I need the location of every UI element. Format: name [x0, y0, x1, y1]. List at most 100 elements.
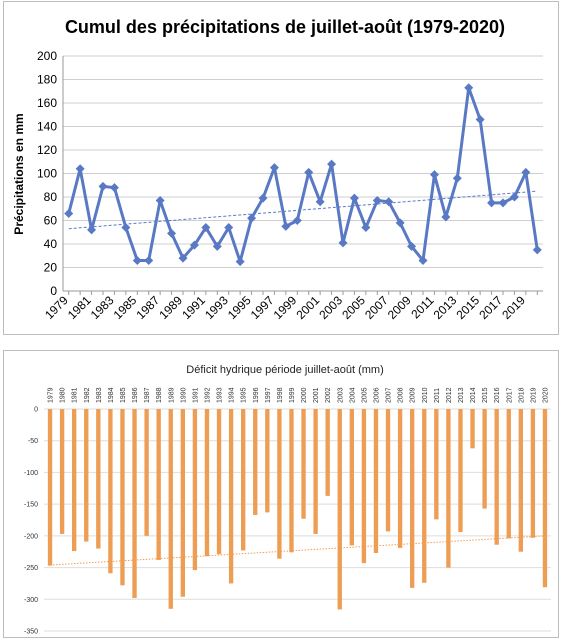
y-axis-label: Précipitations en mm: [12, 113, 26, 234]
bar: [132, 409, 137, 599]
bar: [96, 409, 101, 549]
chart-title: Cumul des précipitations de juillet-août…: [65, 17, 505, 37]
deficit-chart-panel: Déficit hydrique période juillet-août (m…: [3, 350, 559, 638]
x-tick-label: 2014: [470, 387, 477, 403]
y-tick-label: -50: [28, 438, 38, 445]
y-tick-label: 100: [37, 167, 57, 181]
data-point: [64, 208, 74, 218]
y-tick-label: -150: [24, 502, 38, 509]
x-tick-label: 1983: [96, 387, 103, 403]
series-line: [67, 86, 539, 264]
data-point: [498, 198, 508, 208]
bar: [542, 409, 548, 588]
deficit-bar-chart: Déficit hydrique période juillet-août (m…: [24, 364, 551, 636]
x-tick-label: 2002: [325, 387, 332, 403]
data-point: [201, 223, 211, 233]
data-point: [372, 196, 382, 206]
data-point: [349, 193, 359, 203]
x-tick-label: 2003: [337, 387, 344, 403]
x-tick-label: 2011: [434, 388, 441, 403]
data-point: [75, 164, 85, 174]
data-point: [224, 223, 234, 233]
bar: [506, 409, 511, 539]
data-point: [178, 253, 188, 263]
x-tick-label: 1981: [72, 387, 79, 403]
x-tick-label: 2020: [542, 387, 549, 403]
bar: [518, 409, 523, 552]
trendline: [68, 190, 538, 230]
x-tick-label: 1988: [156, 387, 163, 403]
bar: [530, 409, 536, 538]
bar: [265, 409, 270, 513]
data-point: [155, 196, 165, 206]
x-tick-label: 1995: [241, 387, 248, 403]
data-point: [509, 192, 519, 202]
bar: [277, 409, 282, 559]
data-point: [304, 167, 314, 177]
y-tick-label: 60: [44, 214, 58, 228]
y-tick-label: 20: [44, 261, 58, 275]
x-tick-label: 2008: [398, 387, 405, 403]
data-point: [315, 197, 325, 207]
x-tick-label: 1989: [168, 387, 175, 403]
data-point: [269, 163, 279, 173]
x-tick-label: 1991: [192, 387, 199, 403]
bar: [313, 409, 318, 534]
x-tick-label: 2009: [410, 387, 417, 403]
bar: [47, 409, 53, 566]
bar: [241, 409, 246, 551]
bar: [422, 409, 427, 583]
bar: [349, 409, 354, 546]
x-tick-label: 1992: [204, 387, 211, 403]
y-tick-label: 140: [37, 120, 57, 134]
precipitation-line-chart: Cumul des précipitations de juillet-août…: [12, 17, 543, 322]
bar: [446, 409, 451, 568]
y-tick-label: 180: [37, 73, 57, 87]
bar: [253, 409, 258, 515]
y-tick-label: -350: [24, 629, 38, 636]
data-point: [441, 212, 451, 222]
data-point: [429, 170, 439, 180]
x-tick-label: 1993: [217, 387, 224, 403]
y-tick-label: 160: [37, 96, 57, 110]
bar: [120, 409, 125, 586]
data-point: [521, 167, 531, 177]
x-tick-label: 2007: [386, 387, 393, 403]
x-tick-label: 2015: [453, 293, 482, 322]
bar: [373, 409, 379, 553]
data-point: [98, 181, 108, 191]
bar: [494, 409, 499, 545]
data-point: [258, 193, 268, 203]
x-tick-label: 1986: [132, 387, 139, 403]
x-tick-label: 1982: [84, 387, 91, 403]
bar: [397, 409, 403, 548]
x-tick-label: 1994: [229, 387, 236, 403]
data-point: [247, 213, 257, 223]
data-point: [407, 241, 417, 251]
y-tick-label: 120: [37, 143, 57, 157]
x-tick-label: 1980: [60, 387, 67, 403]
x-tick-label: 2010: [422, 387, 429, 403]
x-tick-label: 1987: [133, 293, 162, 322]
bar: [168, 409, 173, 609]
y-tick-label: -200: [24, 533, 38, 540]
data-point: [338, 238, 348, 248]
bar: [144, 409, 149, 536]
x-tick-label: 1997: [248, 293, 277, 322]
x-tick-label: 1984: [108, 387, 115, 403]
x-tick-label: 2016: [494, 387, 501, 403]
x-tick-label: 1996: [253, 387, 260, 403]
data-point: [292, 216, 302, 225]
x-tick-label: 2012: [446, 387, 453, 403]
x-tick-label: 1990: [180, 387, 187, 403]
bar: [385, 409, 391, 532]
x-tick-label: 2007: [362, 293, 391, 322]
bar: [84, 409, 89, 542]
y-tick-label: 0: [34, 407, 38, 414]
y-tick-label: -250: [24, 565, 38, 572]
x-tick-label: 2005: [361, 387, 368, 403]
data-point: [281, 221, 291, 231]
x-tick-label: 2013: [458, 387, 465, 403]
x-tick-label: 1999: [271, 293, 300, 322]
bar: [301, 409, 306, 519]
